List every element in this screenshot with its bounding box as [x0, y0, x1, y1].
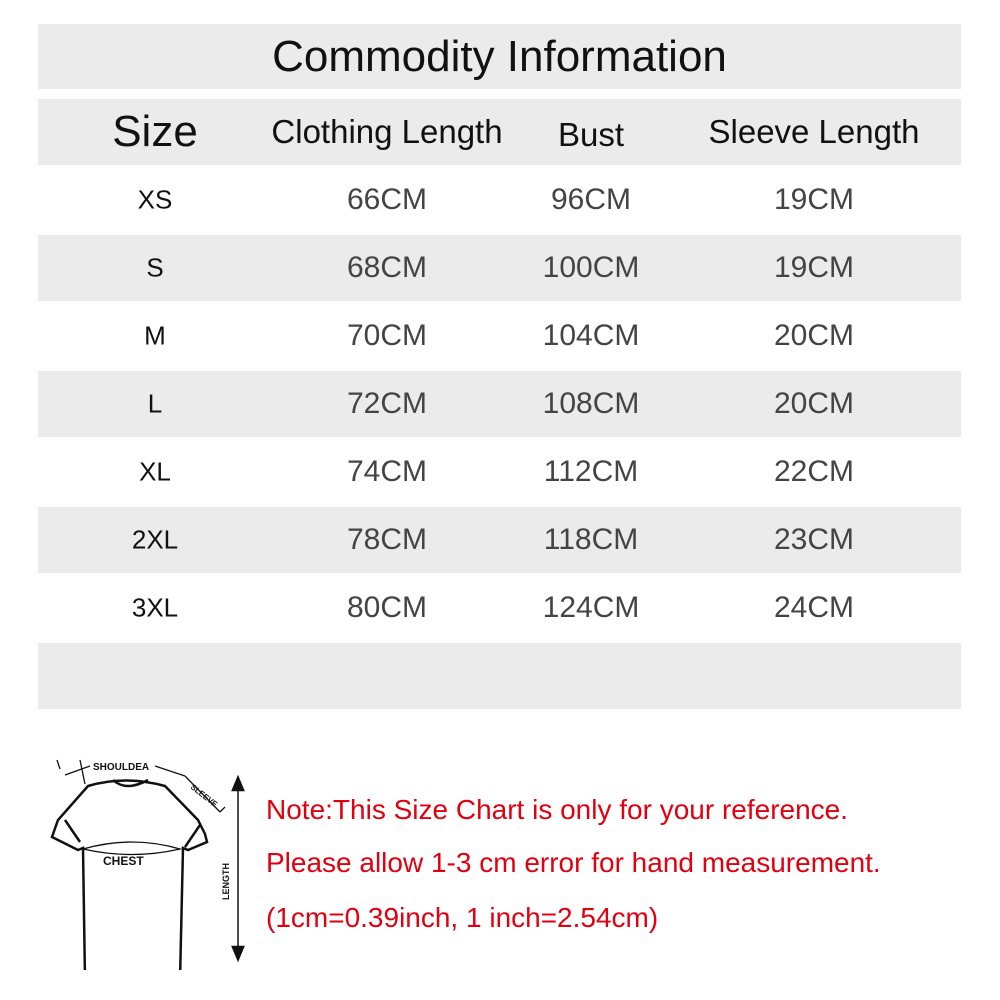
- clothing-length-cell: 78CM: [346, 523, 428, 556]
- sleeve-label: SLEEVE: [189, 782, 220, 809]
- chest-label: CHEST: [103, 854, 144, 868]
- clothing-length-cell: 80CM: [346, 591, 428, 624]
- header-bust: Bust: [557, 116, 625, 154]
- shoulder-label: SHOULDEA: [93, 762, 149, 773]
- size-cell: L: [147, 388, 163, 419]
- size-cell: S: [146, 252, 164, 283]
- note-line-1: Note:This Size Chart is only for your re…: [266, 794, 849, 825]
- size-cell: 3XL: [131, 592, 179, 623]
- clothing-length-cell: 66CM: [346, 183, 428, 216]
- empty-row: [38, 643, 961, 709]
- page-title: Commodity Information: [38, 24, 961, 89]
- bust-cell: 108CM: [542, 387, 640, 420]
- table-row: S 68CM 100CM 19CM: [38, 235, 961, 301]
- sleeve-length-cell: 24CM: [773, 591, 855, 624]
- bust-cell: 100CM: [542, 251, 640, 284]
- note-line-2: Please allow 1-3 cm error for hand measu…: [266, 847, 881, 878]
- note-line-3: (1cm=0.39inch, 1 inch=2.54cm): [266, 902, 659, 933]
- bust-cell: 124CM: [542, 591, 640, 624]
- table-row: 2XL 78CM 118CM 23CM: [38, 507, 961, 573]
- size-cell: M: [144, 320, 166, 351]
- table-header: Size Clothing Length Bust Sleeve Length: [38, 99, 961, 165]
- tshirt-diagram: SHOULDEA SLEEVE CHEST LENGTH: [50, 759, 245, 970]
- bust-cell: 112CM: [543, 455, 639, 488]
- bust-cell: 104CM: [542, 319, 640, 352]
- size-cell: 2XL: [131, 524, 179, 555]
- table-row: M 70CM 104CM 20CM: [38, 301, 961, 371]
- bust-cell: 96CM: [550, 183, 632, 216]
- header-size: Size: [112, 107, 198, 156]
- sleeve-length-cell: 22CM: [773, 455, 855, 488]
- clothing-length-cell: 70CM: [346, 319, 428, 352]
- bust-cell: 118CM: [543, 523, 639, 556]
- table-row: L 72CM 108CM 20CM: [38, 371, 961, 437]
- size-cell: XS: [137, 184, 173, 215]
- header-sleeve-length: Sleeve Length: [708, 113, 920, 150]
- table-row: XS 66CM 96CM 19CM: [38, 165, 961, 235]
- sleeve-length-cell: 19CM: [773, 251, 855, 284]
- sleeve-length-cell: 23CM: [773, 523, 855, 556]
- size-cell: XL: [139, 456, 171, 487]
- sleeve-length-cell: 19CM: [773, 183, 855, 216]
- sleeve-length-cell: 20CM: [773, 387, 855, 420]
- clothing-length-cell: 74CM: [346, 455, 428, 488]
- length-label: LENGTH: [221, 863, 231, 900]
- header-clothing-length: Clothing Length: [271, 113, 503, 150]
- clothing-length-cell: 72CM: [346, 387, 428, 420]
- table-row: XL 74CM 112CM 22CM: [38, 437, 961, 507]
- table-row: 3XL 80CM 124CM 24CM: [38, 573, 961, 643]
- sleeve-length-cell: 20CM: [773, 319, 855, 352]
- clothing-length-cell: 68CM: [346, 251, 428, 284]
